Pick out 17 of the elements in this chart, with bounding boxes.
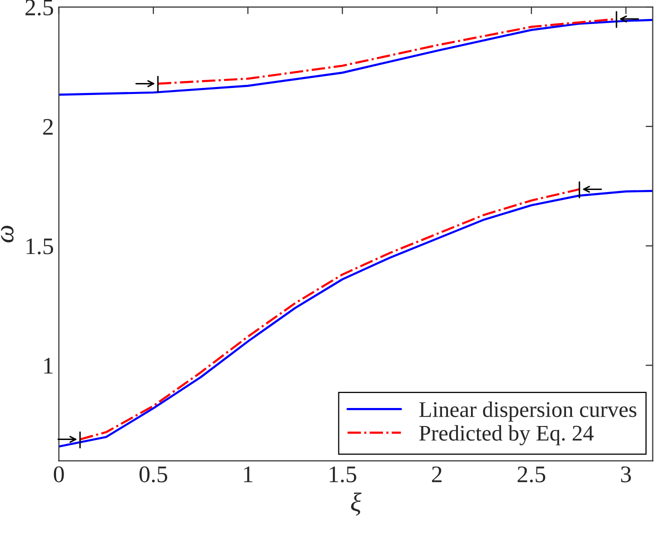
x-axis-title: ξ: [351, 492, 362, 516]
x-tick-label: 0: [54, 466, 64, 482]
x-tick-label: 1: [244, 466, 252, 482]
x-tick-label: 1.5: [330, 466, 356, 482]
y-axis-title: ω: [0, 226, 14, 242]
y-tick-label: 2.5: [26, 0, 54, 16]
x-tick-label: 2: [432, 466, 442, 482]
legend-label: Predicted by Eq. 24: [419, 425, 594, 446]
x-tick-label: 2.5: [518, 466, 546, 482]
y-tick-label: 1: [44, 358, 53, 374]
line-series: [58, 18, 653, 96]
y-tick-label: 2: [43, 118, 53, 135]
x-tick-label: 3: [621, 466, 631, 482]
y-tick-label: 1.5: [26, 238, 54, 254]
line-series: [58, 190, 653, 448]
legend-label: Linear dispersion curves: [419, 401, 636, 422]
x-tick-label: 0.5: [140, 466, 168, 482]
